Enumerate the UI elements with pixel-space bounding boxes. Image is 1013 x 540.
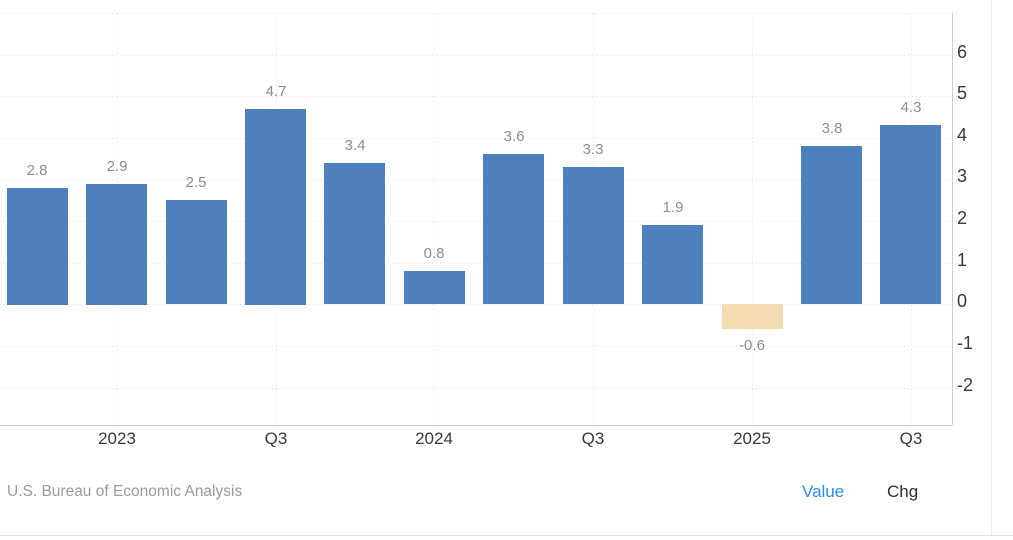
- bar[interactable]: [642, 225, 703, 304]
- y-axis-label: 2: [957, 208, 968, 228]
- h-gridline: [0, 179, 958, 180]
- h-gridline: [0, 138, 958, 139]
- bar[interactable]: [7, 188, 68, 305]
- chg-toggle[interactable]: Chg: [887, 482, 919, 501]
- chart-footer: U.S. Bureau of Economic Analysis Value C…: [0, 460, 1013, 535]
- bar[interactable]: [483, 154, 544, 304]
- y-axis-label: 6: [957, 42, 968, 62]
- bar[interactable]: [880, 125, 941, 304]
- v-gridline: [752, 13, 753, 431]
- y-axis-label: 1: [957, 250, 968, 270]
- h-gridline: [0, 13, 958, 14]
- h-gridline: [0, 221, 958, 222]
- card-bottom-border: [0, 535, 1013, 536]
- bar-value-label: 2.5: [185, 174, 207, 191]
- bar-value-label: 0.8: [423, 245, 445, 262]
- y-axis-label: -1: [957, 333, 974, 353]
- y-axis-line: [952, 13, 953, 425]
- bar-value-label: 3.3: [582, 141, 604, 158]
- bar-value-label: 1.9: [662, 199, 684, 216]
- bar-value-label: 4.7: [265, 83, 287, 100]
- v-gridline: [434, 13, 435, 431]
- h-gridline: [0, 304, 958, 305]
- bar-value-label: -0.6: [739, 337, 765, 354]
- source-label: U.S. Bureau of Economic Analysis: [7, 483, 243, 500]
- y-axis-label: 3: [957, 166, 968, 186]
- y-axis-label: 5: [957, 83, 968, 103]
- h-gridline: [0, 55, 958, 56]
- h-gridline: [0, 96, 958, 97]
- value-toggle[interactable]: Value: [802, 482, 845, 501]
- x-axis-label: 2025: [733, 429, 771, 448]
- x-axis-line: [0, 425, 952, 426]
- bar[interactable]: [722, 304, 783, 329]
- bar-value-label: 3.8: [821, 120, 843, 137]
- bar-value-label: 3.6: [503, 128, 525, 145]
- x-axis-label: 2023: [98, 429, 136, 448]
- bar[interactable]: [86, 184, 147, 305]
- bar[interactable]: [404, 271, 465, 304]
- plot-area: 2.8 2.9 2.5 4.7 3.4 0.8 3.6 3.3 1.9 -0.6 3.8 4.3 202…: [0, 13, 974, 448]
- bar-value-label: 3.4: [344, 137, 366, 154]
- x-axis-label: Q3: [899, 429, 923, 448]
- x-axis-label: 2024: [415, 429, 453, 448]
- card-right-border: [991, 0, 992, 536]
- bar[interactable]: [801, 146, 862, 304]
- bar-value-label: 4.3: [900, 99, 922, 116]
- h-gridline: [0, 346, 958, 347]
- x-axis-label: Q3: [581, 429, 605, 448]
- y-axis-label: -2: [957, 375, 974, 395]
- bar[interactable]: [166, 200, 227, 304]
- bar[interactable]: [324, 163, 385, 304]
- bar[interactable]: [245, 109, 306, 305]
- y-axis-label: 0: [957, 291, 968, 311]
- bar[interactable]: [563, 167, 624, 304]
- bar-value-label: 2.9: [106, 158, 128, 175]
- h-gridline: [0, 263, 958, 264]
- h-gridline: [0, 388, 958, 389]
- y-axis-label: 4: [957, 125, 968, 145]
- bar-value-label: 2.8: [26, 162, 48, 179]
- x-axis-label: Q3: [264, 429, 288, 448]
